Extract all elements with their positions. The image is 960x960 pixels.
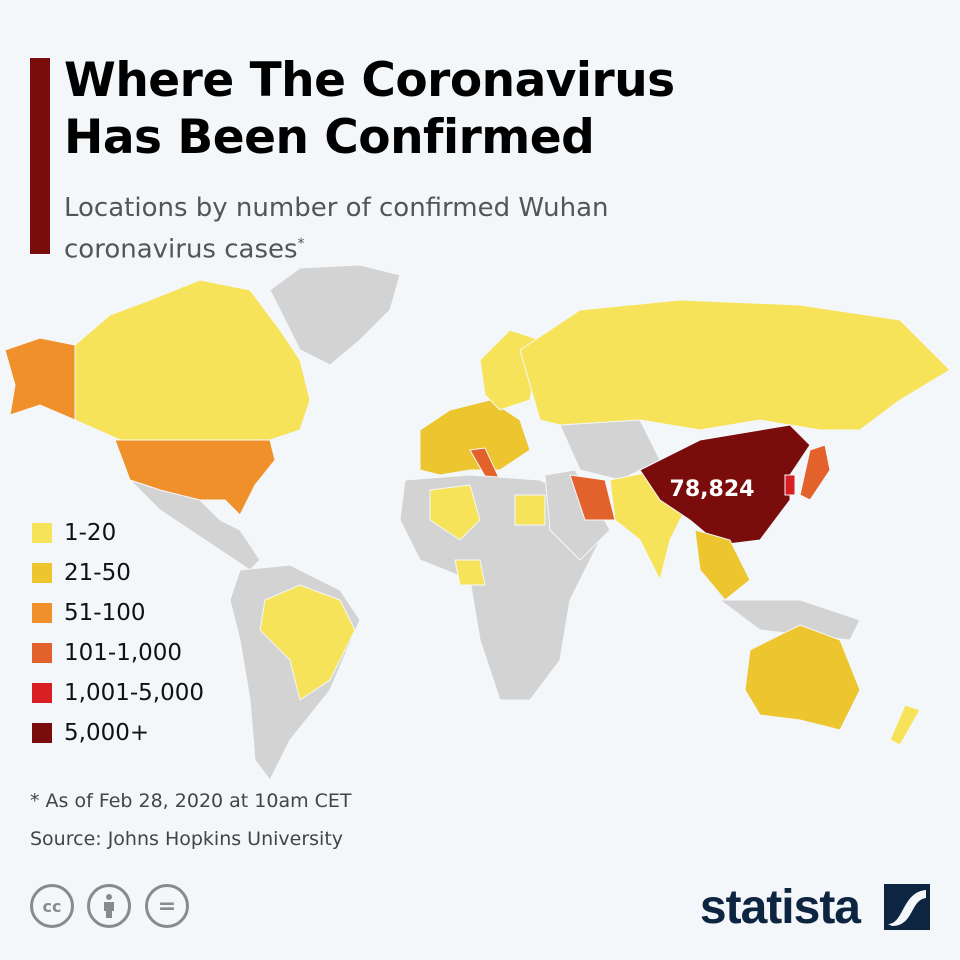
middle-east xyxy=(544,469,611,561)
legend-swatch xyxy=(32,723,52,743)
source: Source: Johns Hopkins University xyxy=(30,828,344,850)
legend: 1-20 21-50 51-100 101-1,000 1,001-5,000 … xyxy=(32,513,204,753)
subtitle: Locations by number of confirmed Wuhan c… xyxy=(64,190,704,268)
legend-swatch xyxy=(32,643,52,663)
brazil xyxy=(259,584,356,701)
title-line-2: Has Been Confirmed xyxy=(64,110,595,165)
legend-item: 5,000+ xyxy=(32,713,204,753)
subtitle-asterisk: * xyxy=(297,236,305,252)
legend-label: 21-50 xyxy=(64,560,131,586)
central-america xyxy=(129,479,261,571)
legend-item: 1,001-5,000 xyxy=(32,673,204,713)
legend-item: 101-1,000 xyxy=(32,633,204,673)
legend-label: 51-100 xyxy=(64,600,146,626)
statista-logo[interactable]: statista xyxy=(699,881,861,934)
legend-item: 51-100 xyxy=(32,593,204,633)
legend-swatch xyxy=(32,563,52,583)
subtitle-text: Locations by number of confirmed Wuhan c… xyxy=(64,193,609,265)
russia xyxy=(519,299,951,431)
alaska xyxy=(4,337,76,421)
new-zealand xyxy=(889,704,921,746)
legend-item: 21-50 xyxy=(32,553,204,593)
canada xyxy=(74,279,311,441)
indonesia xyxy=(718,599,861,641)
world-map: 78,824 xyxy=(4,264,951,781)
legend-label: 5,000+ xyxy=(64,720,150,746)
legend-swatch xyxy=(32,683,52,703)
legend-swatch xyxy=(32,523,52,543)
title-accent-bar xyxy=(30,58,50,254)
korea xyxy=(784,474,796,496)
title-line-1: Where The Coronavirus xyxy=(64,53,675,108)
legend-item: 1-20 xyxy=(32,513,204,553)
legend-label: 101-1,000 xyxy=(64,640,183,666)
nigeria xyxy=(454,559,486,586)
japan xyxy=(799,444,831,501)
no-derivatives-icon[interactable]: = xyxy=(145,884,189,928)
statista-logo-mark xyxy=(884,884,930,930)
algeria xyxy=(429,484,481,541)
attribution-icon[interactable] xyxy=(87,884,131,928)
europe xyxy=(419,399,531,476)
legend-label: 1-20 xyxy=(64,520,117,546)
greenland xyxy=(269,264,401,366)
egypt xyxy=(514,494,546,526)
australia xyxy=(744,624,861,731)
cc-icon[interactable]: cc xyxy=(30,884,74,928)
legend-label: 1,001-5,000 xyxy=(64,680,204,706)
southeast-asia xyxy=(694,529,751,601)
title: Where The Coronavirus Has Been Confirmed xyxy=(64,52,675,166)
legend-swatch xyxy=(32,603,52,623)
footnote: * As of Feb 28, 2020 at 10am CET xyxy=(30,790,352,812)
china-case-label: 78,824 xyxy=(670,477,755,502)
